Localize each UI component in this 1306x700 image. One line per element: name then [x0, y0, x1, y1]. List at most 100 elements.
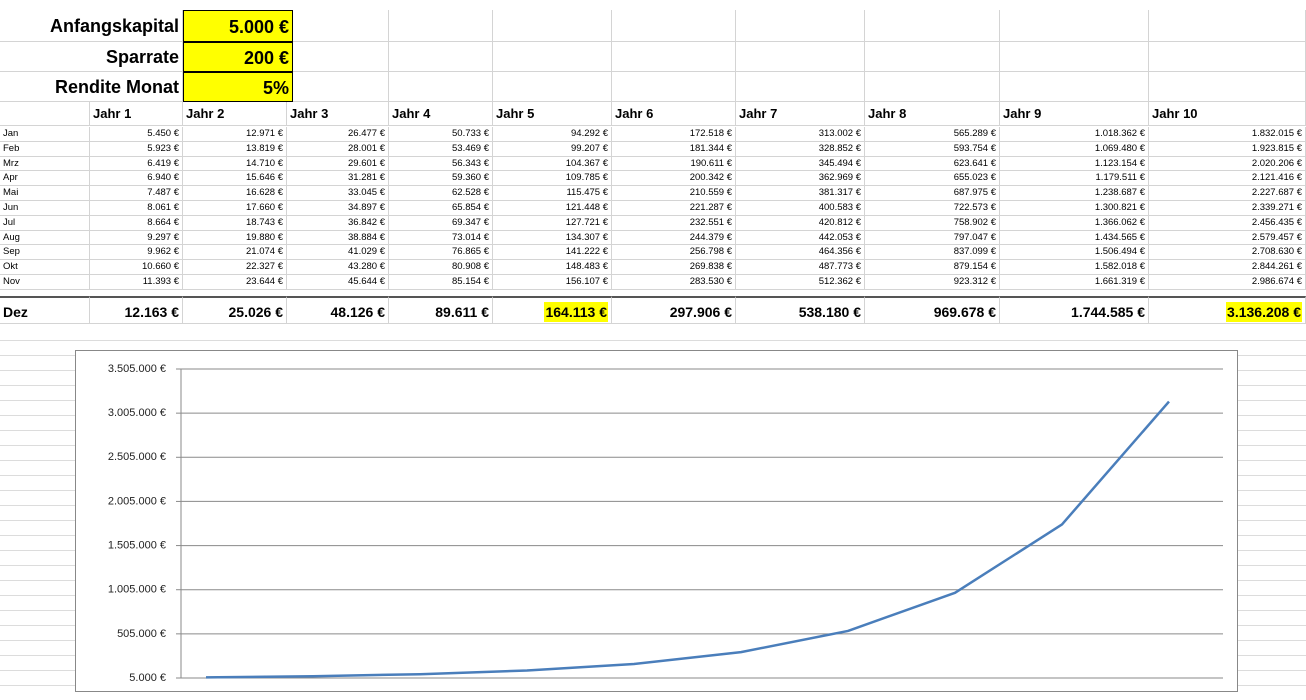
table-cell: 655.023 €: [865, 171, 1000, 187]
table-cell: 1.238.687 €: [1000, 186, 1149, 201]
table-cell: 8.061 €: [90, 201, 183, 216]
input-label: Sparrate: [0, 42, 183, 72]
empty-cell: [493, 72, 612, 102]
row-label: Jun: [0, 201, 90, 216]
table-cell: 48.126 €: [287, 296, 389, 324]
table-cell: 9.297 €: [90, 230, 183, 246]
table-cell: 19.880 €: [183, 230, 287, 246]
row-label: Apr: [0, 171, 90, 187]
table-cell: 2.020.206 €: [1149, 156, 1306, 172]
row-label: Aug: [0, 230, 90, 246]
table-cell: 1.661.319 €: [1000, 275, 1149, 290]
y-tick-label: 2.005.000 €: [108, 495, 166, 507]
table-cell: 76.865 €: [389, 245, 493, 261]
column-header: Jahr 7: [736, 102, 865, 126]
table-cell: 2.121.416 €: [1149, 171, 1306, 187]
empty-cell: [493, 10, 612, 42]
table-cell: 200.342 €: [612, 171, 736, 187]
empty-cell: [493, 42, 612, 72]
table-cell: 1.018.362 €: [1000, 127, 1149, 142]
empty-cell: [736, 42, 865, 72]
table-cell: 2.456.435 €: [1149, 215, 1306, 231]
input-value: 5%: [183, 72, 293, 102]
table-cell: 50.733 €: [389, 127, 493, 142]
empty-cell: [0, 102, 90, 126]
table-cell: 1.923.815 €: [1149, 141, 1306, 157]
table-cell: 797.047 €: [865, 230, 1000, 246]
table-cell: 464.356 €: [736, 245, 865, 261]
table-cell: 65.854 €: [389, 201, 493, 216]
table-cell: 1.123.154 €: [1000, 156, 1149, 172]
empty-cell: [1000, 72, 1149, 102]
y-tick-label: 3.505.000 €: [108, 363, 166, 375]
empty-cell: [736, 10, 865, 42]
empty-cell: [612, 72, 736, 102]
table-cell: 9.962 €: [90, 245, 183, 261]
table-cell: 420.812 €: [736, 215, 865, 231]
table-cell: 15.646 €: [183, 171, 287, 187]
y-tick-label: 5.000 €: [129, 672, 166, 684]
empty-cell: [612, 42, 736, 72]
table-cell: 190.611 €: [612, 156, 736, 172]
empty-cell: [389, 10, 493, 42]
table-cell: 59.360 €: [389, 171, 493, 187]
column-header: Jahr 6: [612, 102, 736, 126]
table-cell: 23.644 €: [183, 275, 287, 290]
table-cell: 2.339.271 €: [1149, 201, 1306, 216]
column-header: Jahr 9: [1000, 102, 1149, 126]
table-cell: 687.975 €: [865, 186, 1000, 201]
table-cell: 29.601 €: [287, 156, 389, 172]
table-cell: 127.721 €: [493, 215, 612, 231]
column-header: Jahr 5: [493, 102, 612, 126]
table-cell: 22.327 €: [183, 260, 287, 275]
empty-cell: [389, 72, 493, 102]
line-series: [205, 400, 1170, 679]
table-cell: 969.678 €: [865, 296, 1000, 324]
table-cell: 43.280 €: [287, 260, 389, 275]
table-cell: 297.906 €: [612, 296, 736, 324]
table-cell: 1.300.821 €: [1000, 201, 1149, 216]
row-label: Dez: [0, 296, 90, 324]
table-cell: 2.708.630 €: [1149, 245, 1306, 261]
row-label: Jul: [0, 215, 90, 231]
table-cell: 26.477 €: [287, 127, 389, 142]
empty-cell: [1149, 42, 1306, 72]
table-cell: 2.844.261 €: [1149, 260, 1306, 275]
table-cell: 2.227.687 €: [1149, 186, 1306, 201]
table-cell: 313.002 €: [736, 127, 865, 142]
table-cell: 115.475 €: [493, 186, 612, 201]
y-tick-label: 1.505.000 €: [108, 539, 166, 551]
table-cell: 879.154 €: [865, 260, 1000, 275]
table-cell: 41.029 €: [287, 245, 389, 261]
table-cell: 232.551 €: [612, 215, 736, 231]
column-header: Jahr 4: [389, 102, 493, 126]
table-cell: 8.664 €: [90, 215, 183, 231]
table-cell: 56.343 €: [389, 156, 493, 172]
empty-cell: [1149, 10, 1306, 42]
empty-cell: [293, 72, 389, 102]
y-tick-label: 3.005.000 €: [108, 407, 166, 419]
table-cell: 80.908 €: [389, 260, 493, 275]
empty-cell: [865, 72, 1000, 102]
table-cell: 69.347 €: [389, 215, 493, 231]
empty-cell: [389, 42, 493, 72]
table-cell: 593.754 €: [865, 141, 1000, 157]
table-cell: 104.367 €: [493, 156, 612, 172]
column-header: Jahr 1: [90, 102, 183, 126]
table-cell: 1.434.565 €: [1000, 230, 1149, 246]
table-cell: 89.611 €: [389, 296, 493, 324]
y-tick-label: 2.505.000 €: [108, 451, 166, 463]
table-cell: 156.107 €: [493, 275, 612, 290]
y-tick-label: 1.005.000 €: [108, 584, 166, 596]
empty-cell: [293, 10, 389, 42]
empty-cell: [1000, 10, 1149, 42]
column-header: Jahr 10: [1149, 102, 1306, 126]
input-value: 200 €: [183, 42, 293, 72]
table-cell: 1.366.062 €: [1000, 215, 1149, 231]
table-cell: 1.179.511 €: [1000, 171, 1149, 187]
table-cell: 34.897 €: [287, 201, 389, 216]
table-cell: 442.053 €: [736, 230, 865, 246]
row-label: Mrz: [0, 156, 90, 172]
table-cell: 28.001 €: [287, 141, 389, 157]
column-header: Jahr 8: [865, 102, 1000, 126]
